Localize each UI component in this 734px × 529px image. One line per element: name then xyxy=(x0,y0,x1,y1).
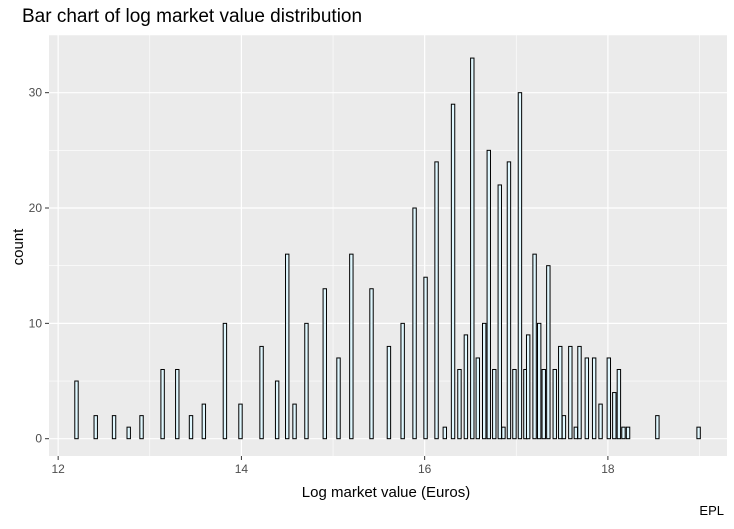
histogram-bar xyxy=(625,426,631,440)
histogram-bar xyxy=(525,334,531,440)
histogram-bar xyxy=(470,57,475,440)
histogram-bar xyxy=(74,380,79,440)
histogram-bar xyxy=(482,322,487,440)
histogram-bar xyxy=(621,426,626,440)
histogram-bar xyxy=(175,368,180,440)
histogram-bar xyxy=(423,276,428,440)
histogram-bar xyxy=(546,265,551,440)
histogram-bar xyxy=(450,103,456,440)
histogram-bar xyxy=(400,322,405,440)
y-tick-label: 0 xyxy=(35,432,42,446)
histogram-bar xyxy=(506,161,512,440)
histogram-bar xyxy=(457,368,462,440)
histogram-bar xyxy=(517,92,523,440)
histogram-bar xyxy=(93,415,98,440)
y-axis-title: count xyxy=(10,228,27,266)
histogram-bar xyxy=(201,403,207,440)
histogram-bar xyxy=(222,322,228,440)
histogram-bar xyxy=(160,368,165,440)
histogram-bar xyxy=(434,161,439,440)
histogram-bar xyxy=(304,322,309,440)
histogram-bar xyxy=(568,345,573,440)
histogram-bar xyxy=(598,403,603,440)
histogram-bar xyxy=(497,184,502,440)
histogram-bar xyxy=(349,253,354,440)
histogram-bar xyxy=(139,415,144,440)
histogram-bar xyxy=(475,357,480,440)
histogram-bar xyxy=(111,415,117,440)
histogram-bar xyxy=(512,368,517,440)
x-tick-label: 18 xyxy=(601,462,615,476)
histogram-bar xyxy=(238,403,243,440)
histogram-bar xyxy=(336,357,341,440)
chart-title: Bar chart of log market value distributi… xyxy=(22,6,363,27)
histogram-bar xyxy=(463,334,469,440)
y-axis: 0 10 20 30 xyxy=(29,86,49,446)
y-tick-label: 20 xyxy=(29,201,43,215)
histogram-bar xyxy=(259,345,264,440)
x-tick-label: 16 xyxy=(418,462,432,476)
x-tick-label: 12 xyxy=(51,462,65,476)
histogram-bar xyxy=(188,415,194,440)
histogram-bar xyxy=(612,392,617,440)
histogram-bar xyxy=(541,368,546,440)
x-axis: 12 14 16 18 xyxy=(51,456,615,476)
histogram-bar xyxy=(501,426,506,440)
histogram-bar xyxy=(696,426,701,440)
histogram-bar xyxy=(274,380,280,440)
histogram-bar xyxy=(322,288,327,440)
histogram-bar xyxy=(412,207,417,440)
histogram-bar xyxy=(561,415,567,440)
histogram-bar xyxy=(655,415,660,440)
histogram-bar xyxy=(126,426,131,440)
histogram-bar xyxy=(606,357,612,440)
histogram-bar xyxy=(492,368,497,440)
y-tick-label: 10 xyxy=(29,316,43,330)
histogram-bar xyxy=(442,426,448,440)
histogram-bar xyxy=(552,368,557,440)
histogram-bar xyxy=(558,345,563,440)
x-tick-label: 14 xyxy=(235,462,249,476)
histogram-bar xyxy=(386,345,392,440)
histogram-bar xyxy=(577,345,582,440)
y-tick-label: 30 xyxy=(29,86,43,100)
bars xyxy=(74,57,701,440)
histogram-bar xyxy=(616,368,622,440)
histogram-bar xyxy=(532,253,537,440)
histogram-bar xyxy=(285,253,290,440)
x-axis-title: Log market value (Euros) xyxy=(302,484,470,501)
histogram-bar xyxy=(536,322,542,440)
histogram-bar xyxy=(591,357,597,440)
histogram-bar xyxy=(486,149,491,440)
chart-caption: EPL xyxy=(699,503,724,518)
histogram-bar xyxy=(584,357,590,440)
histogram-bar xyxy=(369,288,374,440)
histogram-bar xyxy=(573,426,579,440)
histogram-bar xyxy=(292,403,297,440)
